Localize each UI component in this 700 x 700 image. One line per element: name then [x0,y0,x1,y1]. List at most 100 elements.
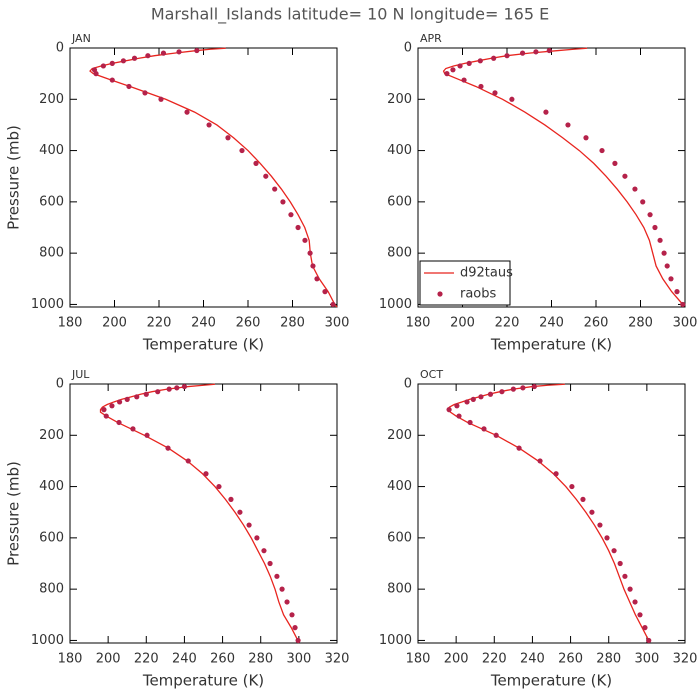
raob-point [456,413,462,419]
raob-point [206,122,212,128]
raob-point [203,471,209,477]
y-tick-label: 600 [39,194,64,209]
plot-frame [417,383,686,644]
raob-point [546,47,552,54]
x-tick-label: 220 [134,652,159,667]
raob-point [272,186,278,192]
figure-title: Marshall_Islands latitude= 10 N longitud… [151,5,549,25]
raob-point [103,413,109,419]
y-tick-label: 200 [387,92,412,107]
raob-point [466,60,472,66]
raob-point [454,403,460,409]
y-tick-label: 800 [39,582,64,597]
raob-point [674,289,680,295]
raob-point [467,419,473,426]
x-tick-label: 260 [210,652,235,667]
raob-point [537,458,543,464]
raob-point [652,224,658,231]
raob-point [254,535,260,541]
raob-point [604,535,610,541]
raob-point [583,135,589,141]
raob-point [134,394,140,400]
raob-point [657,237,663,243]
x-tick-label: 240 [539,316,564,331]
raob-point [263,173,269,179]
raob-point [144,432,150,438]
raob-point [569,483,575,490]
raob-point [109,403,115,409]
raob-point [464,399,470,405]
raob-point [470,396,476,402]
raob-point [274,573,280,579]
y-tick-label: 200 [39,428,64,443]
y-tick-label: 0 [56,41,64,56]
raob-point [330,301,336,308]
x-tick-label: 260 [558,652,583,667]
x-tick-label: 200 [450,316,475,331]
raob-point [194,47,200,54]
raob-point [126,83,132,90]
x-tick-label: 200 [102,316,127,331]
y-tick-label: 800 [387,246,412,261]
raob-point [120,58,126,64]
raob-point [100,63,106,69]
raob-point [627,586,633,592]
raob-point [450,67,456,73]
x-tick-label: 220 [482,652,507,667]
raob-point [145,53,151,59]
model-line [442,47,686,307]
raob-point [516,445,522,451]
raob-point [185,458,191,464]
raob-point [646,637,652,644]
y-tick-label: 200 [387,428,412,443]
y-tick-label: 0 [56,377,64,392]
raob-point [302,237,308,243]
raob-point [680,301,686,308]
raob-point [533,49,539,55]
raob-point [478,83,484,90]
raob-point [461,77,467,83]
raob-point [310,263,316,269]
raob-point [314,276,320,282]
y-tick-label: 600 [387,194,412,209]
raob-point [253,160,259,166]
raob-point [510,386,516,392]
raob-point [617,560,623,567]
raob-point [116,399,123,405]
raob-point [446,407,452,413]
raob-point [237,509,243,515]
x-tick-label: 180 [58,652,83,667]
raob-point [612,160,618,166]
raob-point [632,186,638,192]
raob-point [491,55,497,61]
raob-point [622,173,628,179]
legend-label: d92taus [460,266,513,281]
raob-point [91,67,98,73]
raob-point [640,199,646,205]
plot-frame [69,383,338,644]
raob-point [124,396,130,402]
y-tick-label: 1000 [31,633,64,648]
panel: OCT 180 200 220 240 260 280 300 320 0 200 400 600 800… [379,368,698,690]
panel: JAN 180 200 220 240 260 280 300 0 200 400 600 800 100… [5,32,350,354]
raob-point [668,276,674,282]
y-tick-label: 600 [39,530,64,545]
raob-point [295,637,301,644]
x-tick-label: 180 [406,652,431,667]
legend-box [419,260,511,306]
raob-point [174,385,180,391]
raob-point [280,199,286,205]
y-tick-label: 400 [39,479,64,494]
raob-point [109,60,115,66]
panel-label: OCT [420,368,443,381]
raob-point [160,50,167,56]
raob-point [155,389,161,395]
raob-point [181,383,188,390]
raob-point [216,483,222,490]
y-tick-label: 600 [387,530,412,545]
raob-point [531,383,537,390]
x-tick-label: 180 [406,316,431,331]
raob-point [457,63,463,69]
raob-point [553,471,559,477]
